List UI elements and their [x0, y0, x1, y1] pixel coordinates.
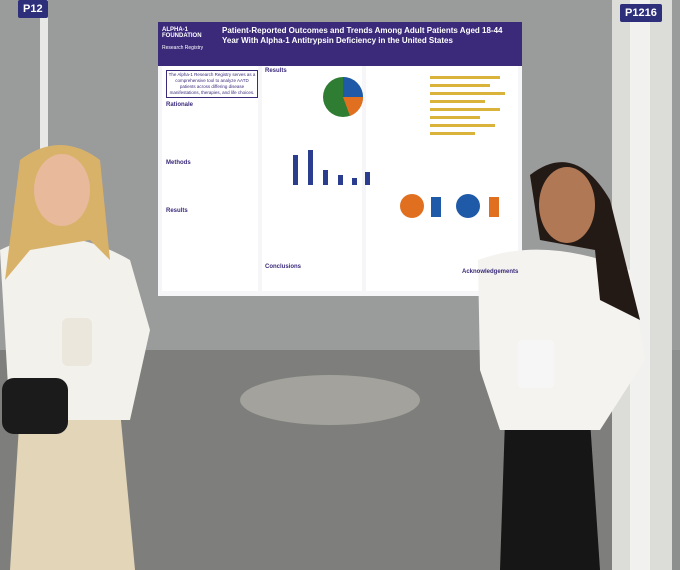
- pie-figure: [343, 77, 363, 97]
- bar-figure: [431, 197, 441, 217]
- poster-header: [158, 22, 522, 66]
- poster-intro: The Alpha-1 Research Registry serves as …: [166, 70, 258, 98]
- poster-logo: ALPHA-1 FOUNDATION: [162, 27, 202, 39]
- section-heading: Results: [166, 208, 188, 214]
- section-heading: Methods: [166, 160, 191, 166]
- pie-figure: [456, 194, 480, 218]
- section-heading: Acknowledgements: [462, 269, 519, 275]
- poster-title: Patient-Reported Outcomes and Trends Amo…: [222, 26, 503, 45]
- booth-label: P12: [18, 0, 48, 18]
- bar-figure: [293, 150, 370, 185]
- poster-column: [366, 66, 518, 291]
- pie-figure: [400, 194, 424, 218]
- pole: [630, 0, 650, 570]
- hbar-figure: [430, 76, 505, 135]
- section-heading: Conclusions: [265, 264, 302, 270]
- booth-label: P1216: [620, 4, 662, 22]
- section-heading: Results: [265, 68, 287, 74]
- pie-figure: [343, 97, 364, 116]
- person-right: [478, 162, 645, 570]
- poster-column: [162, 66, 258, 291]
- person-left: [0, 145, 150, 570]
- poster-logo-sub: Research Registry: [162, 45, 204, 51]
- floor-reflection: [240, 375, 420, 425]
- section-heading: Rationale: [166, 102, 194, 108]
- bar-figure: [489, 197, 499, 217]
